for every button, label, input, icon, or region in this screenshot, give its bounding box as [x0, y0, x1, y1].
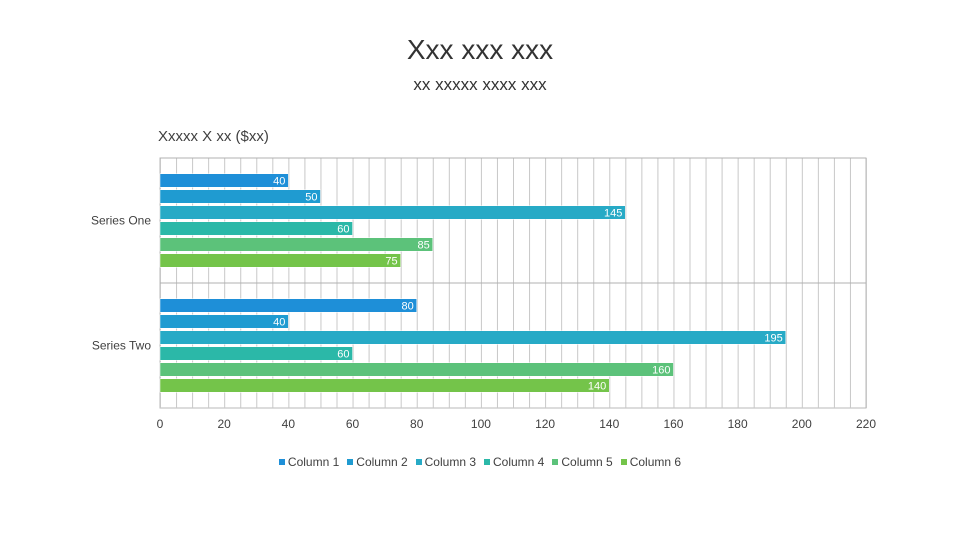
x-tick-label: 20 [218, 417, 232, 431]
bar [159, 189, 321, 204]
bar [159, 205, 626, 220]
data-label: 75 [385, 255, 397, 267]
chart-y-axis: Series One Series Two [91, 214, 151, 353]
legend-swatch [347, 459, 354, 465]
data-label: 40 [273, 316, 285, 328]
bar [159, 378, 610, 393]
data-label: 40 [273, 175, 285, 187]
category-label: Series Two [92, 339, 151, 353]
chart-bars [159, 173, 787, 393]
legend-item: Column 2 [347, 455, 408, 469]
chart-x-axis: 0 20 40 60 80 100 120 140 160 180 200 220 [157, 417, 877, 431]
legend-swatch [552, 459, 559, 465]
legend-item: Column 4 [484, 455, 544, 469]
data-label: 60 [337, 223, 349, 235]
slide-title: Xxx xxx xxx [406, 34, 554, 65]
category-label: Series One [91, 214, 151, 228]
x-tick-label: 160 [663, 417, 683, 431]
legend-swatch [484, 459, 490, 465]
x-tick-label: 0 [157, 417, 164, 431]
x-tick-label: 200 [792, 417, 812, 431]
bar [159, 237, 434, 252]
x-tick-label: 120 [535, 417, 555, 431]
legend-label: Column 6 [629, 455, 682, 469]
legend-label: Column 4 [493, 455, 545, 469]
legend-swatch [620, 459, 627, 465]
data-label: 80 [401, 300, 413, 312]
x-tick-label: 180 [728, 417, 748, 431]
bar [159, 221, 353, 236]
bar [159, 173, 289, 188]
data-label: 85 [418, 239, 430, 251]
bar [159, 314, 289, 329]
x-tick-label: 40 [282, 417, 296, 431]
legend-item: Column 1 [278, 455, 340, 469]
data-label: 140 [588, 380, 606, 392]
legend-item: Column 5 [552, 455, 613, 469]
chart-title: Xxxxx X xx ($xx) [158, 128, 269, 145]
legend-item: Column 3 [415, 455, 476, 469]
chart-legend: Column 1 Column 2 Column 3 Column 4 Column 5… [0, 455, 960, 469]
bar [159, 253, 401, 268]
x-tick-label: 140 [599, 417, 619, 431]
legend-item: Column 6 [620, 455, 682, 469]
data-label: 50 [305, 191, 317, 203]
legend-swatch [415, 459, 422, 465]
data-label: 60 [337, 348, 349, 360]
bar [159, 298, 417, 313]
legend-label: Column 5 [561, 455, 613, 469]
x-tick-label: 100 [471, 417, 491, 431]
legend-swatch [278, 459, 285, 465]
bar [159, 330, 787, 345]
x-tick-label: 220 [856, 417, 876, 431]
legend-label: Column 2 [356, 455, 408, 469]
data-label: 145 [604, 207, 622, 219]
data-label: 195 [764, 332, 782, 344]
slide-subtitle: xx xxxxx xxxx xxx [413, 75, 547, 94]
bar [159, 362, 674, 377]
x-tick-label: 60 [346, 417, 360, 431]
legend-label: Column 1 [287, 455, 340, 469]
chart-data-labels: 40 50 145 60 85 75 80 40 195 60 160 140 [273, 175, 783, 392]
legend-label: Column 3 [424, 455, 476, 469]
data-label: 160 [652, 364, 670, 376]
bar [159, 346, 353, 361]
x-tick-label: 80 [410, 417, 424, 431]
